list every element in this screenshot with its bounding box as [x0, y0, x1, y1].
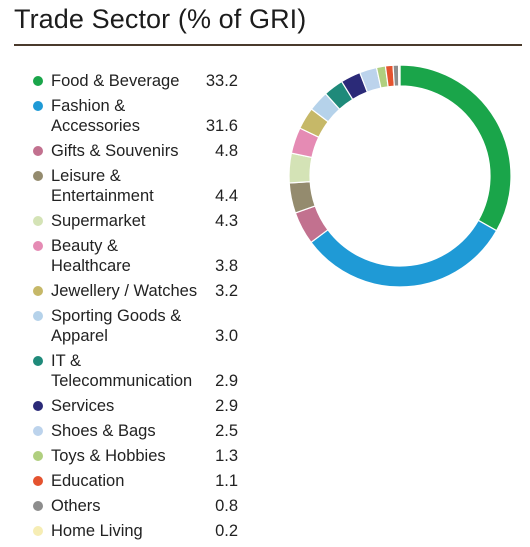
legend-item: Leisure & Entertainment 4.4 [0, 166, 250, 206]
legend-swatch [33, 101, 43, 111]
legend-value: 1.1 [215, 472, 238, 490]
legend-label: Toys & Hobbies [51, 447, 166, 465]
legend-value: 3.8 [215, 257, 238, 275]
legend-swatch [33, 286, 43, 296]
legend-label: Leisure & [51, 167, 121, 185]
legend-label: Beauty & [51, 237, 118, 255]
legend-item: Services 2.9 [0, 396, 250, 416]
legend-item: Education 1.1 [0, 471, 250, 491]
donut-slice [288, 152, 313, 184]
legend-label: Supermarket [51, 212, 146, 230]
legend-label: IT & [51, 352, 81, 370]
legend-label: Services [51, 397, 115, 415]
legend-value: 31.6 [205, 117, 238, 135]
legend-swatch [33, 501, 43, 511]
legend-item: Food & Beverage 33.2 [0, 71, 250, 91]
legend-swatch [33, 476, 43, 486]
legend-item: Beauty & Healthcare 3.8 [0, 236, 250, 276]
legend-label: Accessories [51, 117, 140, 135]
legend-swatch [33, 311, 43, 321]
legend-value: 4.8 [215, 142, 238, 160]
legend-item: Shoes & Bags 2.5 [0, 421, 250, 441]
legend-item: Others 0.8 [0, 496, 250, 516]
legend-value: 4.4 [215, 187, 238, 205]
legend-label: Food & Beverage [51, 72, 180, 90]
legend-swatch [33, 356, 43, 366]
legend-label: Gifts & Souvenirs [51, 142, 179, 160]
legend-value: 0.8 [215, 497, 238, 515]
legend-label: Telecommunication [51, 372, 193, 390]
legend-label: Home Living [51, 522, 143, 540]
legend-value: 3.0 [215, 327, 238, 345]
legend-swatch [33, 526, 43, 536]
chart-title: Trade Sector (% of GRI) [14, 4, 307, 34]
legend-label: Sporting Goods & [51, 307, 182, 325]
donut-slice [399, 64, 512, 232]
legend-value: 0.2 [215, 522, 238, 540]
legend-item: IT & Telecommunication 2.9 [0, 351, 250, 391]
legend-label: Others [51, 497, 101, 515]
legend-swatch [33, 146, 43, 156]
legend-value: 4.3 [215, 212, 238, 230]
donut-slice [310, 219, 498, 288]
legend-swatch [33, 76, 43, 86]
legend-label: Healthcare [51, 257, 131, 275]
legend-item: Fashion & Accessories 31.6 [0, 96, 250, 136]
legend-label: Apparel [51, 327, 108, 345]
donut-slice [392, 64, 400, 87]
legend-swatch [33, 216, 43, 226]
legend-label: Entertainment [51, 187, 154, 205]
legend-item: Toys & Hobbies 1.3 [0, 446, 250, 466]
legend-item: Supermarket 4.3 [0, 211, 250, 231]
title-divider [14, 44, 522, 46]
legend: Food & Beverage 33.2 Fashion & Accessories 3… [0, 0, 250, 547]
legend-value: 2.5 [215, 422, 238, 440]
legend-item: Sporting Goods & Apparel 3.0 [0, 306, 250, 346]
legend-swatch [33, 426, 43, 436]
legend-value: 1.3 [215, 447, 238, 465]
legend-item: Home Living 0.2 [0, 521, 250, 541]
legend-value: 2.9 [215, 397, 238, 415]
legend-value: 3.2 [215, 282, 238, 300]
legend-label: Shoes & Bags [51, 422, 156, 440]
legend-swatch [33, 171, 43, 181]
legend-label: Fashion & [51, 97, 126, 115]
legend-swatch [33, 451, 43, 461]
legend-label: Education [51, 472, 125, 490]
legend-value: 33.2 [205, 72, 238, 90]
legend-swatch [33, 401, 43, 411]
donut-slice [397, 64, 401, 87]
donut-chart [288, 64, 512, 288]
legend-item: Gifts & Souvenirs 4.8 [0, 141, 250, 161]
legend-swatch [33, 241, 43, 251]
legend-value: 2.9 [215, 372, 238, 390]
legend-item: Jewellery / Watches 3.2 [0, 281, 250, 301]
legend-label: Jewellery / Watches [51, 282, 198, 300]
